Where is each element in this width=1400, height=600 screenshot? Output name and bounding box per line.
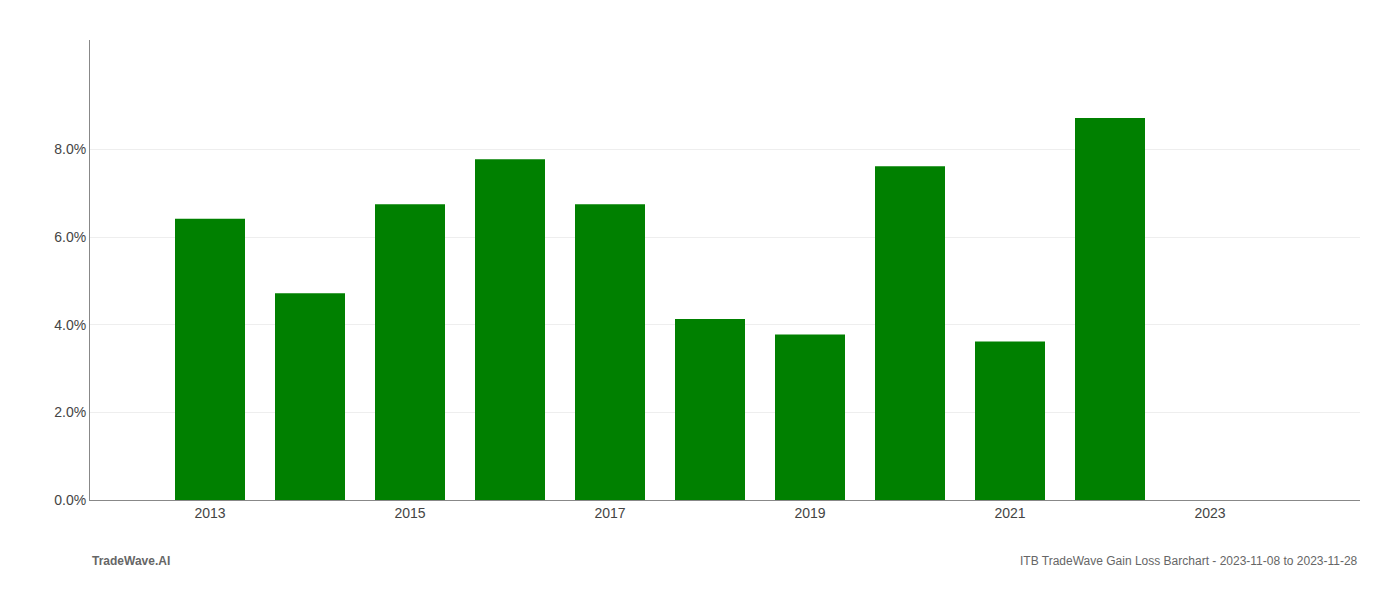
svg-text:4.0%: 4.0%: [54, 317, 86, 333]
svg-text:2015: 2015: [394, 505, 425, 521]
svg-text:2013: 2013: [194, 505, 225, 521]
svg-text:2021: 2021: [994, 505, 1025, 521]
svg-text:8.0%: 8.0%: [54, 141, 86, 157]
svg-text:0.0%: 0.0%: [54, 492, 86, 508]
svg-text:2.0%: 2.0%: [54, 404, 86, 420]
svg-text:2019: 2019: [794, 505, 825, 521]
svg-text:ITB TradeWave Gain Loss Barcha: ITB TradeWave Gain Loss Barchart - 2023-…: [1020, 554, 1358, 568]
svg-text:2023: 2023: [1194, 505, 1225, 521]
svg-text:2017: 2017: [594, 505, 625, 521]
svg-text:6.0%: 6.0%: [54, 229, 86, 245]
svg-text:TradeWave.AI: TradeWave.AI: [92, 554, 170, 568]
